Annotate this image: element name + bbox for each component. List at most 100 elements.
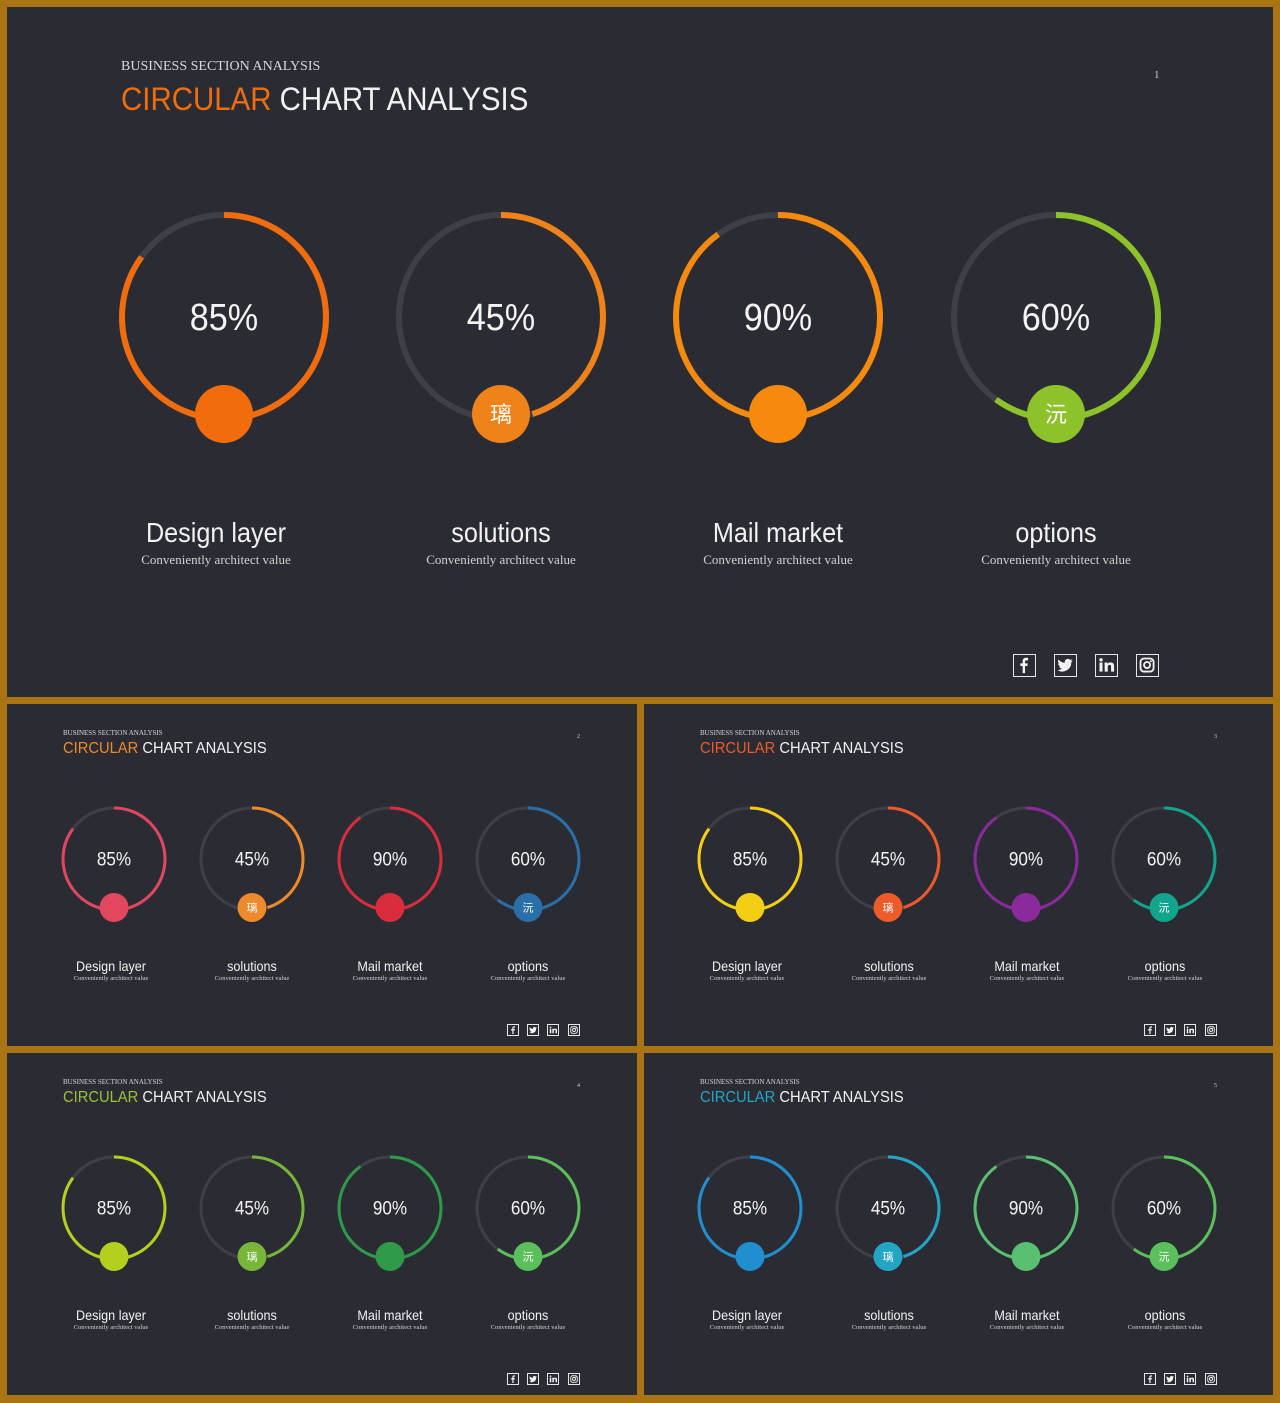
page-number: 2 <box>577 734 580 740</box>
facebook-icon[interactable] <box>507 1373 519 1385</box>
facebook-icon[interactable] <box>1144 1373 1156 1385</box>
facebook-icon-glyph <box>1020 658 1029 674</box>
twitter-icon[interactable] <box>1164 1373 1176 1385</box>
instagram-icon-glyph <box>570 1375 578 1383</box>
ring-value-label: 90% <box>744 295 812 338</box>
category-subtitle: Conveniently architect value <box>709 975 785 982</box>
ring-bottom-dot <box>99 1242 129 1271</box>
ring-value-label: 60% <box>1147 1198 1181 1219</box>
linkedin-icon-glyph <box>1099 658 1115 673</box>
category-label: solutions <box>451 517 551 548</box>
category-subtitle: Conveniently architect value <box>426 552 576 567</box>
category-label: Design layer <box>75 1307 147 1323</box>
category-subtitle: Conveniently architect value <box>1127 975 1203 982</box>
progress-ring: 60% 沅 <box>475 806 581 922</box>
page-number: 1 <box>1154 69 1160 81</box>
category-subtitle: Conveniently architect value <box>851 975 927 982</box>
facebook-icon-glyph <box>1148 1375 1153 1384</box>
progress-ring: 90% <box>673 212 883 443</box>
ring-glyph-icon: 璃 <box>247 1250 258 1264</box>
category-subtitle: Conveniently architect value <box>141 552 291 567</box>
twitter-icon-glyph <box>529 1375 537 1383</box>
title-accent: CIRCULAR <box>121 81 272 117</box>
category-subtitle: Conveniently architect value <box>490 975 566 982</box>
ring-bottom-dot <box>873 1242 903 1271</box>
category-subtitle: Conveniently architect value <box>981 552 1131 567</box>
instagram-icon[interactable] <box>1205 1024 1217 1036</box>
category-subtitle: Conveniently architect value <box>989 975 1065 982</box>
facebook-icon[interactable] <box>507 1024 519 1036</box>
progress-ring: 45% 璃 <box>835 1155 941 1271</box>
category-subtitle: Conveniently architect value <box>214 1324 290 1331</box>
linkedin-icon-glyph <box>549 1375 558 1383</box>
linkedin-icon[interactable] <box>547 1024 559 1036</box>
ring-bottom-dot <box>513 893 543 922</box>
instagram-icon-glyph <box>1207 1026 1215 1034</box>
ring-glyph-icon: 沅 <box>1159 902 1170 915</box>
category-label: options <box>1144 958 1186 974</box>
ring-bottom-dot <box>873 893 903 922</box>
category-label: solutions <box>227 1307 277 1323</box>
instagram-icon[interactable] <box>568 1373 580 1385</box>
ring-glyph-icon: 璃 <box>883 1250 894 1264</box>
category-subtitle: Conveniently architect value <box>703 552 853 567</box>
linkedin-icon[interactable] <box>547 1373 559 1385</box>
ring-glyph-icon: 沅 <box>1159 1251 1170 1264</box>
facebook-icon-glyph <box>1148 1026 1153 1035</box>
ring-bottom-dot <box>237 893 267 922</box>
twitter-icon-glyph <box>1166 1026 1174 1034</box>
twitter-icon[interactable] <box>1164 1024 1176 1036</box>
ring-value-label: 45% <box>235 1198 269 1219</box>
category-label: options <box>1144 1307 1186 1323</box>
ring-bottom-dot <box>735 893 765 922</box>
ring-value-label: 90% <box>373 1198 407 1219</box>
ring-value-label: 45% <box>871 1198 905 1219</box>
instagram-icon[interactable] <box>568 1024 580 1036</box>
progress-ring: 90% <box>973 1155 1079 1271</box>
category-subtitle: Conveniently architect value <box>352 975 428 982</box>
category-subtitle: Conveniently architect value <box>73 975 149 982</box>
progress-ring: 60% 沅 <box>475 1155 581 1271</box>
slide-title: CIRCULAR CHART ANALYSIS <box>121 81 528 118</box>
twitter-icon[interactable] <box>527 1024 539 1036</box>
instagram-icon[interactable] <box>1136 654 1159 677</box>
facebook-icon[interactable] <box>1013 654 1036 677</box>
ring-bottom-dot <box>749 385 807 443</box>
ring-glyph-icon: 璃 <box>247 901 258 915</box>
ring-value-label: 45% <box>871 849 905 870</box>
ring-bottom-dot <box>1149 893 1179 922</box>
progress-ring: 60% 沅 <box>1111 1155 1217 1271</box>
instagram-icon-glyph <box>1207 1375 1215 1383</box>
instagram-icon[interactable] <box>1205 1373 1217 1385</box>
category-subtitle: Conveniently architect value <box>709 1324 785 1331</box>
ring-bottom-dot <box>1011 1242 1041 1271</box>
ring-glyph-icon: 沅 <box>1045 403 1067 428</box>
slide-kicker: BUSINESS SECTION ANALYSIS <box>63 1078 163 1086</box>
facebook-icon-glyph <box>511 1026 516 1035</box>
twitter-icon[interactable] <box>1054 654 1077 677</box>
linkedin-icon[interactable] <box>1095 654 1118 677</box>
twitter-icon-glyph <box>529 1026 537 1034</box>
title-accent: CIRCULAR <box>700 1089 776 1106</box>
ring-bottom-dot <box>1027 385 1085 443</box>
slide-title: CIRCULAR CHART ANALYSIS <box>700 1089 904 1107</box>
ring-value-label: 45% <box>467 295 535 338</box>
linkedin-icon[interactable] <box>1184 1373 1196 1385</box>
linkedin-icon-glyph <box>1186 1026 1195 1034</box>
ring-bottom-dot <box>472 385 530 443</box>
progress-ring: 90% <box>337 806 443 922</box>
progress-ring: 45% 璃 <box>396 212 606 443</box>
category-label: options <box>1015 517 1097 548</box>
twitter-icon-glyph <box>1057 659 1074 672</box>
category-label: Mail market <box>712 517 844 548</box>
ring-bottom-dot <box>1149 1242 1179 1271</box>
ring-value-label: 85% <box>97 1198 131 1219</box>
facebook-icon-glyph <box>511 1375 516 1384</box>
twitter-icon[interactable] <box>527 1373 539 1385</box>
progress-ring: 85% <box>61 806 167 922</box>
slide-small: BUSINESS SECTION ANALYSIS CIRCULAR CHART … <box>644 704 1273 1046</box>
linkedin-icon[interactable] <box>1184 1024 1196 1036</box>
facebook-icon[interactable] <box>1144 1024 1156 1036</box>
progress-ring: 85% <box>119 212 329 443</box>
title-accent: CIRCULAR <box>63 1089 139 1106</box>
